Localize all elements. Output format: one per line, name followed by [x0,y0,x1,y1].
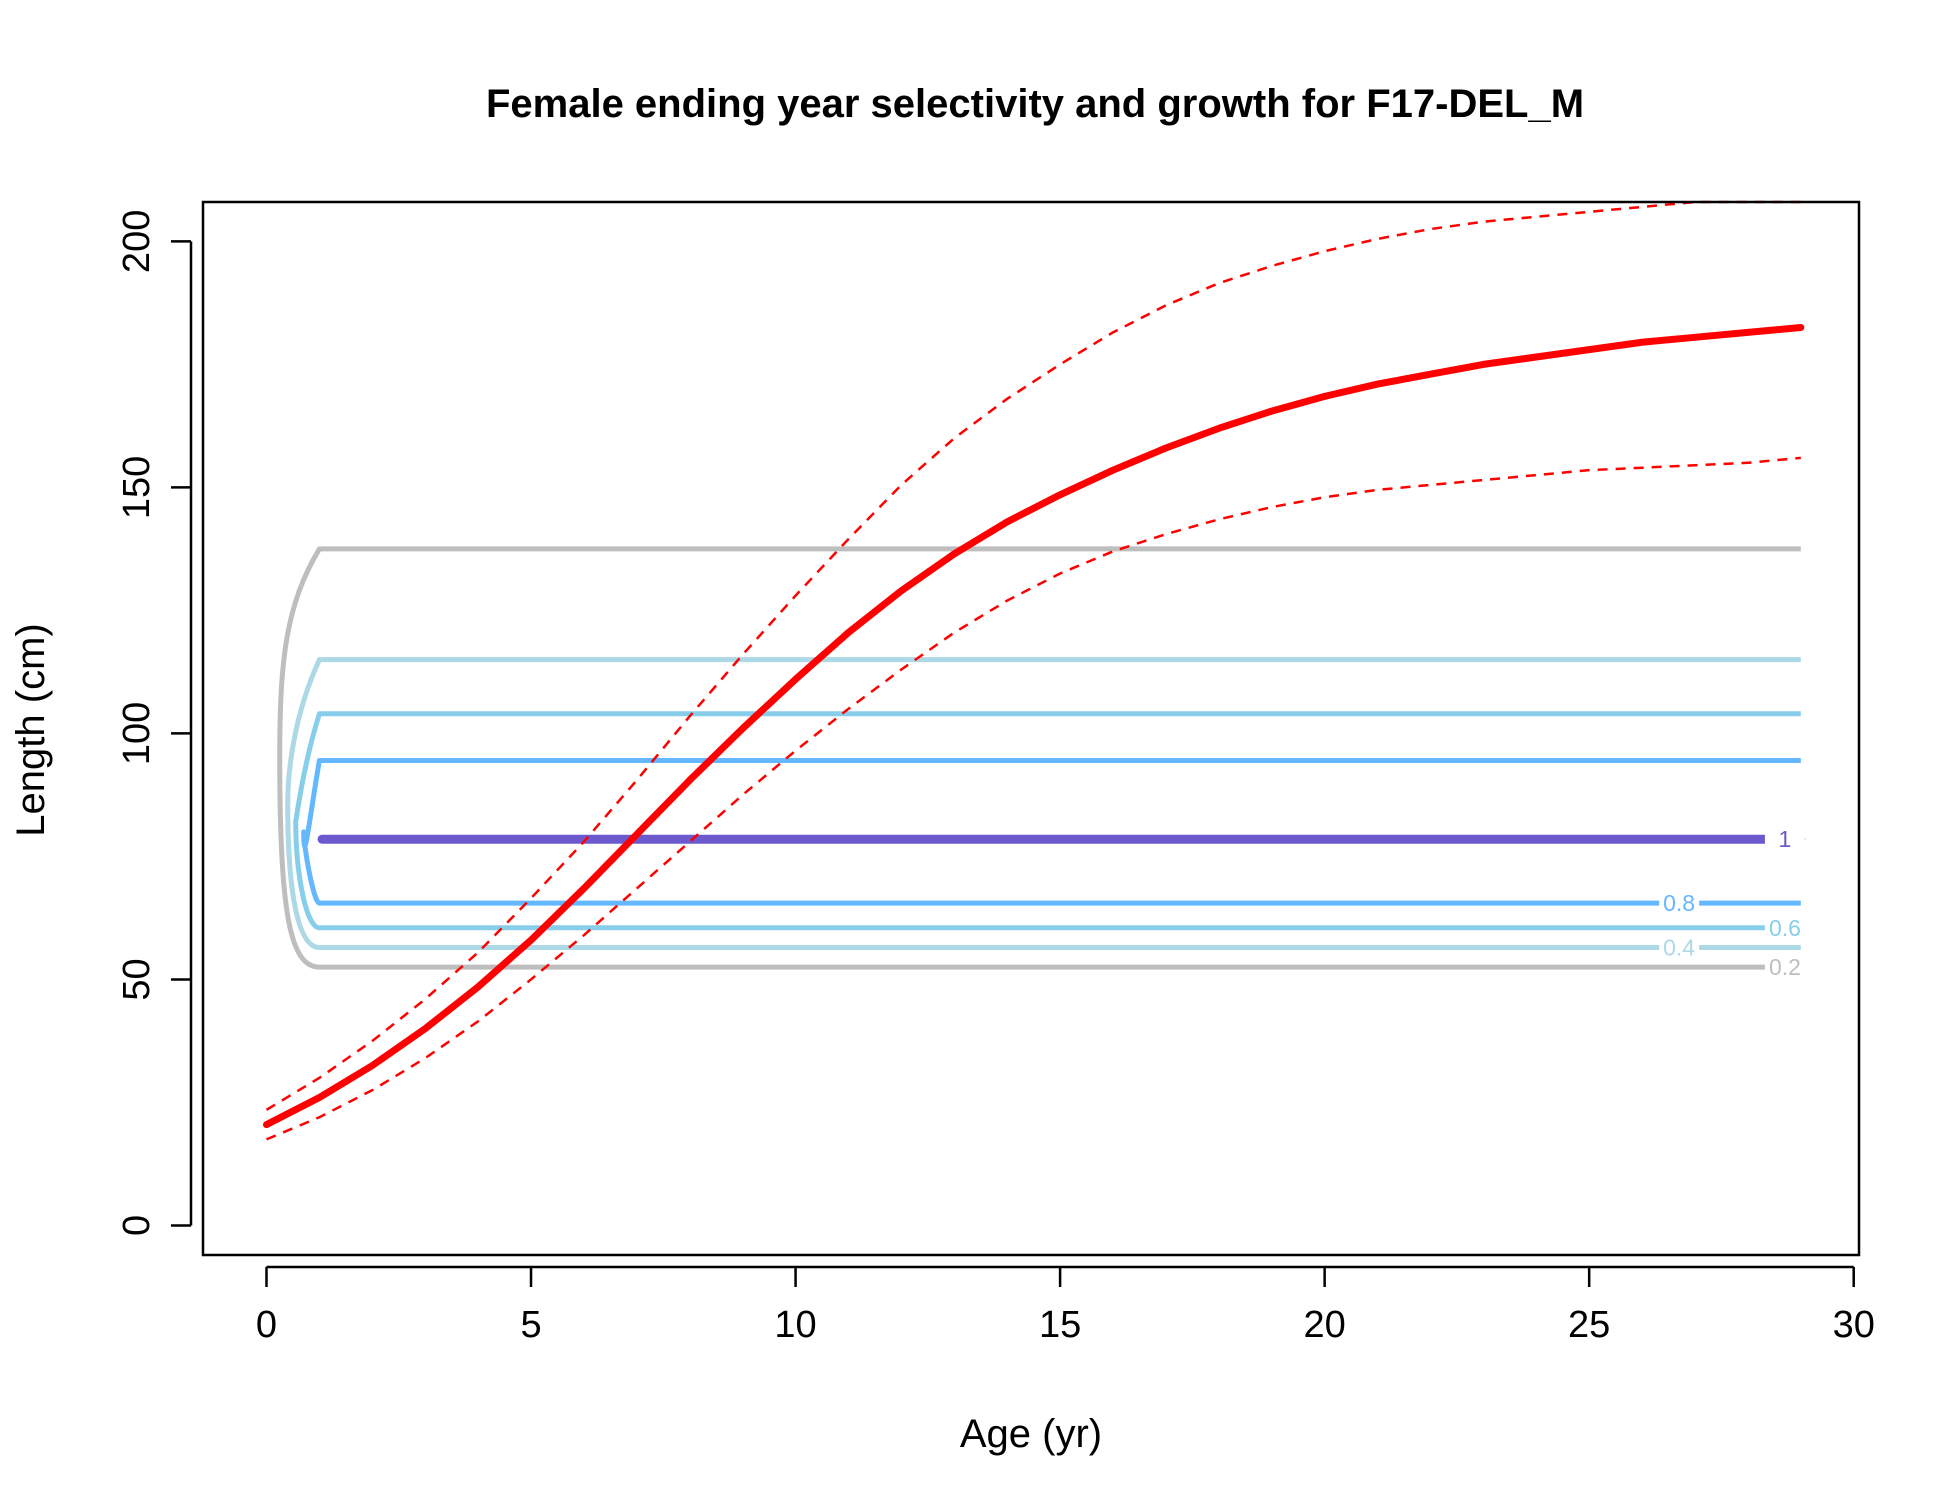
growth-upper-bound [265,200,1801,1111]
contour-label-0.8: 0.8 [1663,890,1695,916]
y-tick-label: 200 [116,210,158,273]
contour-label-0.4: 0.4 [1663,934,1695,960]
x-tick-label: 20 [1303,1304,1345,1346]
y-tick-label: 0 [116,1215,158,1236]
x-axis: 0 5 10 15 20 25 30 [256,1265,1875,1346]
y-tick-label: 150 [116,456,158,519]
contour-label-0.6: 0.6 [1769,915,1801,941]
x-axis-label: Age (yr) [960,1412,1102,1456]
selectivity-contours: 0.2 0.4 0.6 0.8 1 [277,546,1806,980]
y-tick-label: 100 [116,702,158,765]
contour-label-bg [1764,827,1805,852]
contour-label-bg [1659,935,1700,960]
contour-line-0.6 [293,711,1801,931]
contour-label-bg [1764,955,1805,980]
growth-lower-bound [266,456,1801,1141]
growth-curves [262,200,1805,1141]
contour-label-0.2: 0.2 [1769,954,1801,980]
chart-title: Female ending year selectivity and growt… [486,82,1584,126]
x-tick-label: 0 [256,1304,277,1346]
plot-frame [201,200,1861,1257]
x-tick-label: 5 [520,1304,541,1346]
contour-line-0.4 [285,657,1801,950]
contour-label-bg [1764,915,1805,940]
y-tick-label: 50 [116,958,158,1000]
x-tick-label: 30 [1833,1304,1875,1346]
contour-line-0.8 [301,757,1801,906]
growth-mean-curve [262,323,1805,1129]
contour-label-1: 1 [1779,826,1792,852]
y-axis-label: Length (cm) [9,623,53,836]
contour-label-bg [1659,891,1700,916]
y-axis: 0 50 100 150 200 [116,210,193,1236]
x-tick-label: 10 [774,1304,816,1346]
contour-line-0.2 [277,546,1801,970]
x-tick-label: 25 [1568,1304,1610,1346]
x-tick-label: 15 [1039,1304,1081,1346]
